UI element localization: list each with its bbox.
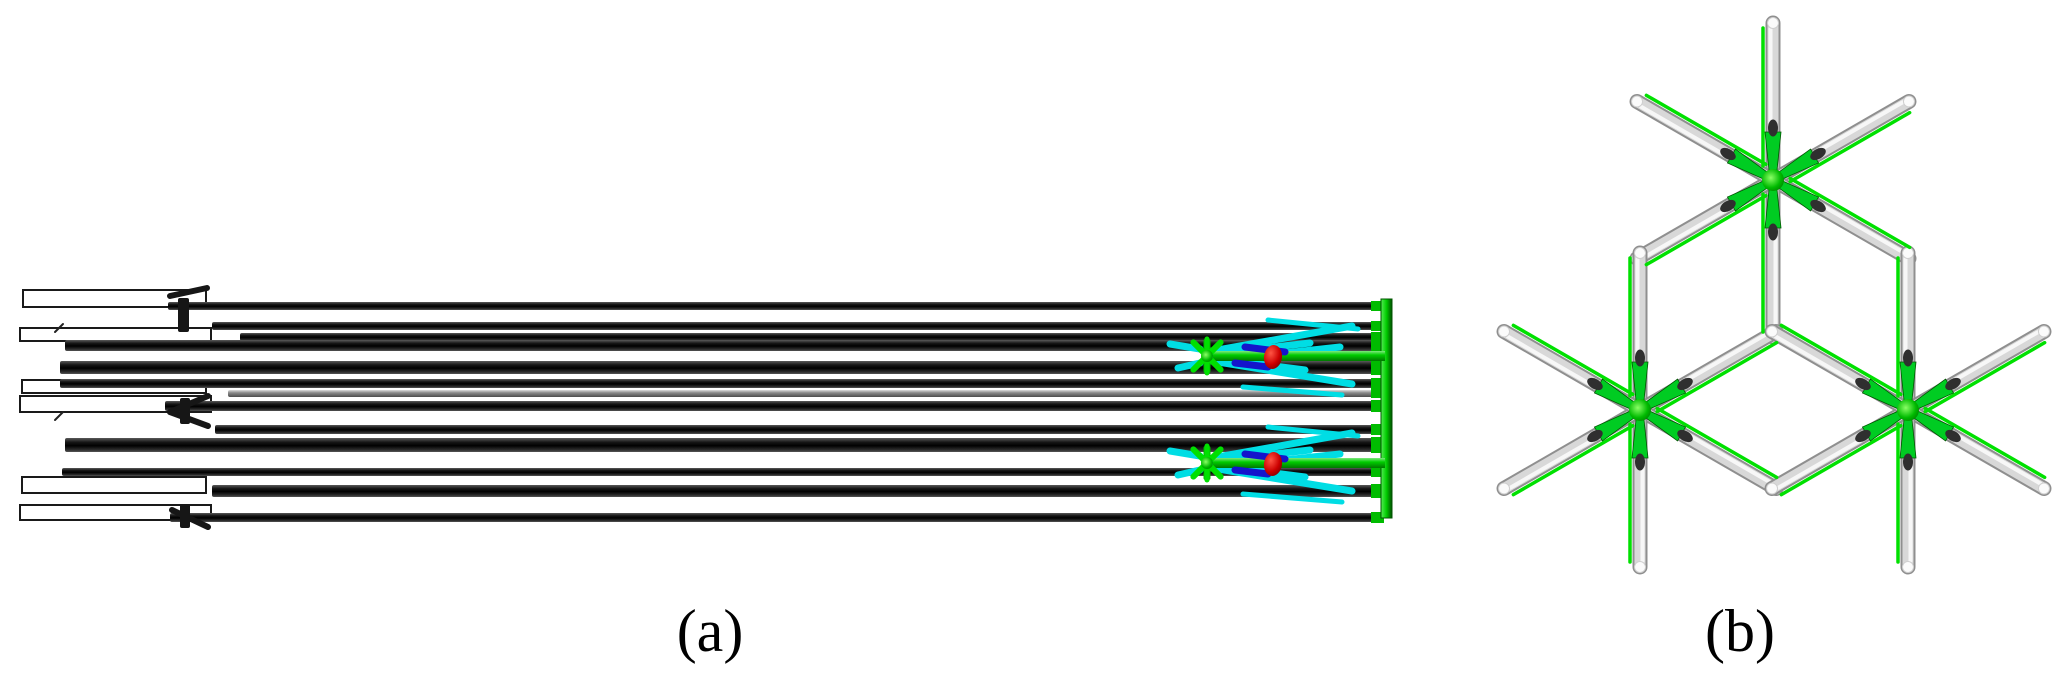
panel-a-label: (a) xyxy=(676,598,744,664)
panel-b-label: (b) xyxy=(1705,598,1775,664)
panel-a-structure xyxy=(19,285,1393,530)
panel-b-structure xyxy=(1496,15,2052,575)
